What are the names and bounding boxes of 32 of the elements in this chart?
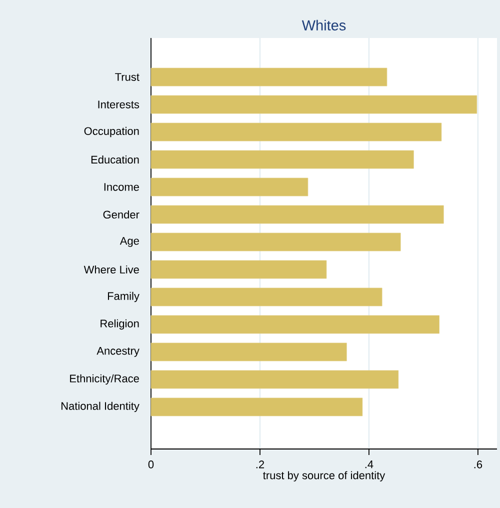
bar	[150, 178, 308, 196]
y-tick-label: National Identity	[61, 402, 140, 412]
bar	[150, 288, 382, 306]
bar	[150, 370, 399, 389]
y-tick-label: Where Live	[84, 265, 139, 274]
bar	[150, 398, 363, 416]
y-tick-label: Income	[104, 183, 139, 191]
y-tick-label: Occupation	[84, 126, 139, 138]
x-tick-label: .2	[256, 460, 264, 468]
y-tick-label: Interests	[98, 100, 140, 108]
bar	[150, 205, 444, 224]
bar	[150, 260, 327, 279]
bar	[150, 315, 440, 334]
y-tick-label: Ancestry	[96, 347, 140, 357]
y-tick-label: Trust	[115, 73, 140, 81]
y-tick-label: Gender	[103, 210, 140, 219]
y-tick-label: Ethnicity/Race	[70, 374, 139, 385]
y-tick-label: Age	[120, 237, 139, 247]
x-axis-title: trust by source of identity	[263, 471, 386, 482]
bar	[150, 95, 478, 114]
x-tick-label: 0	[148, 460, 154, 468]
bar	[150, 232, 401, 252]
y-tick-label: Religion	[100, 319, 139, 330]
bar	[150, 68, 388, 86]
x-tick-label: .6	[474, 460, 482, 468]
y-tick-label: Education	[91, 155, 139, 164]
bar	[150, 342, 347, 362]
y-tick-label: Family	[108, 292, 140, 302]
chart-title: Whites	[302, 20, 346, 30]
bar	[150, 150, 414, 169]
x-tick-label: .4	[365, 460, 374, 468]
bar	[150, 122, 442, 142]
